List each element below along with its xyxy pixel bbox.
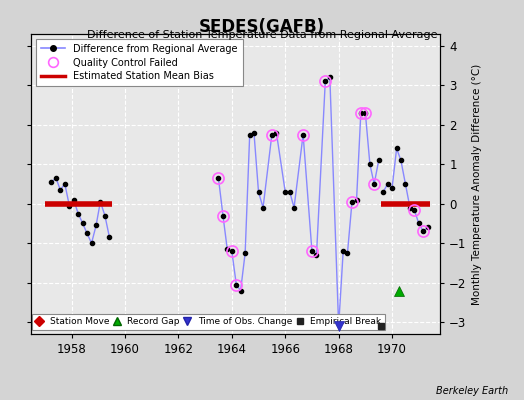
Text: Difference of Station Temperature Data from Regional Average: Difference of Station Temperature Data f… <box>87 30 437 40</box>
Legend: Station Move, Record Gap, Time of Obs. Change, Empirical Break: Station Move, Record Gap, Time of Obs. C… <box>32 314 385 330</box>
Y-axis label: Monthly Temperature Anomaly Difference (°C): Monthly Temperature Anomaly Difference (… <box>472 63 482 305</box>
Text: SEDES(GAFB): SEDES(GAFB) <box>199 18 325 36</box>
Text: Berkeley Earth: Berkeley Earth <box>436 386 508 396</box>
